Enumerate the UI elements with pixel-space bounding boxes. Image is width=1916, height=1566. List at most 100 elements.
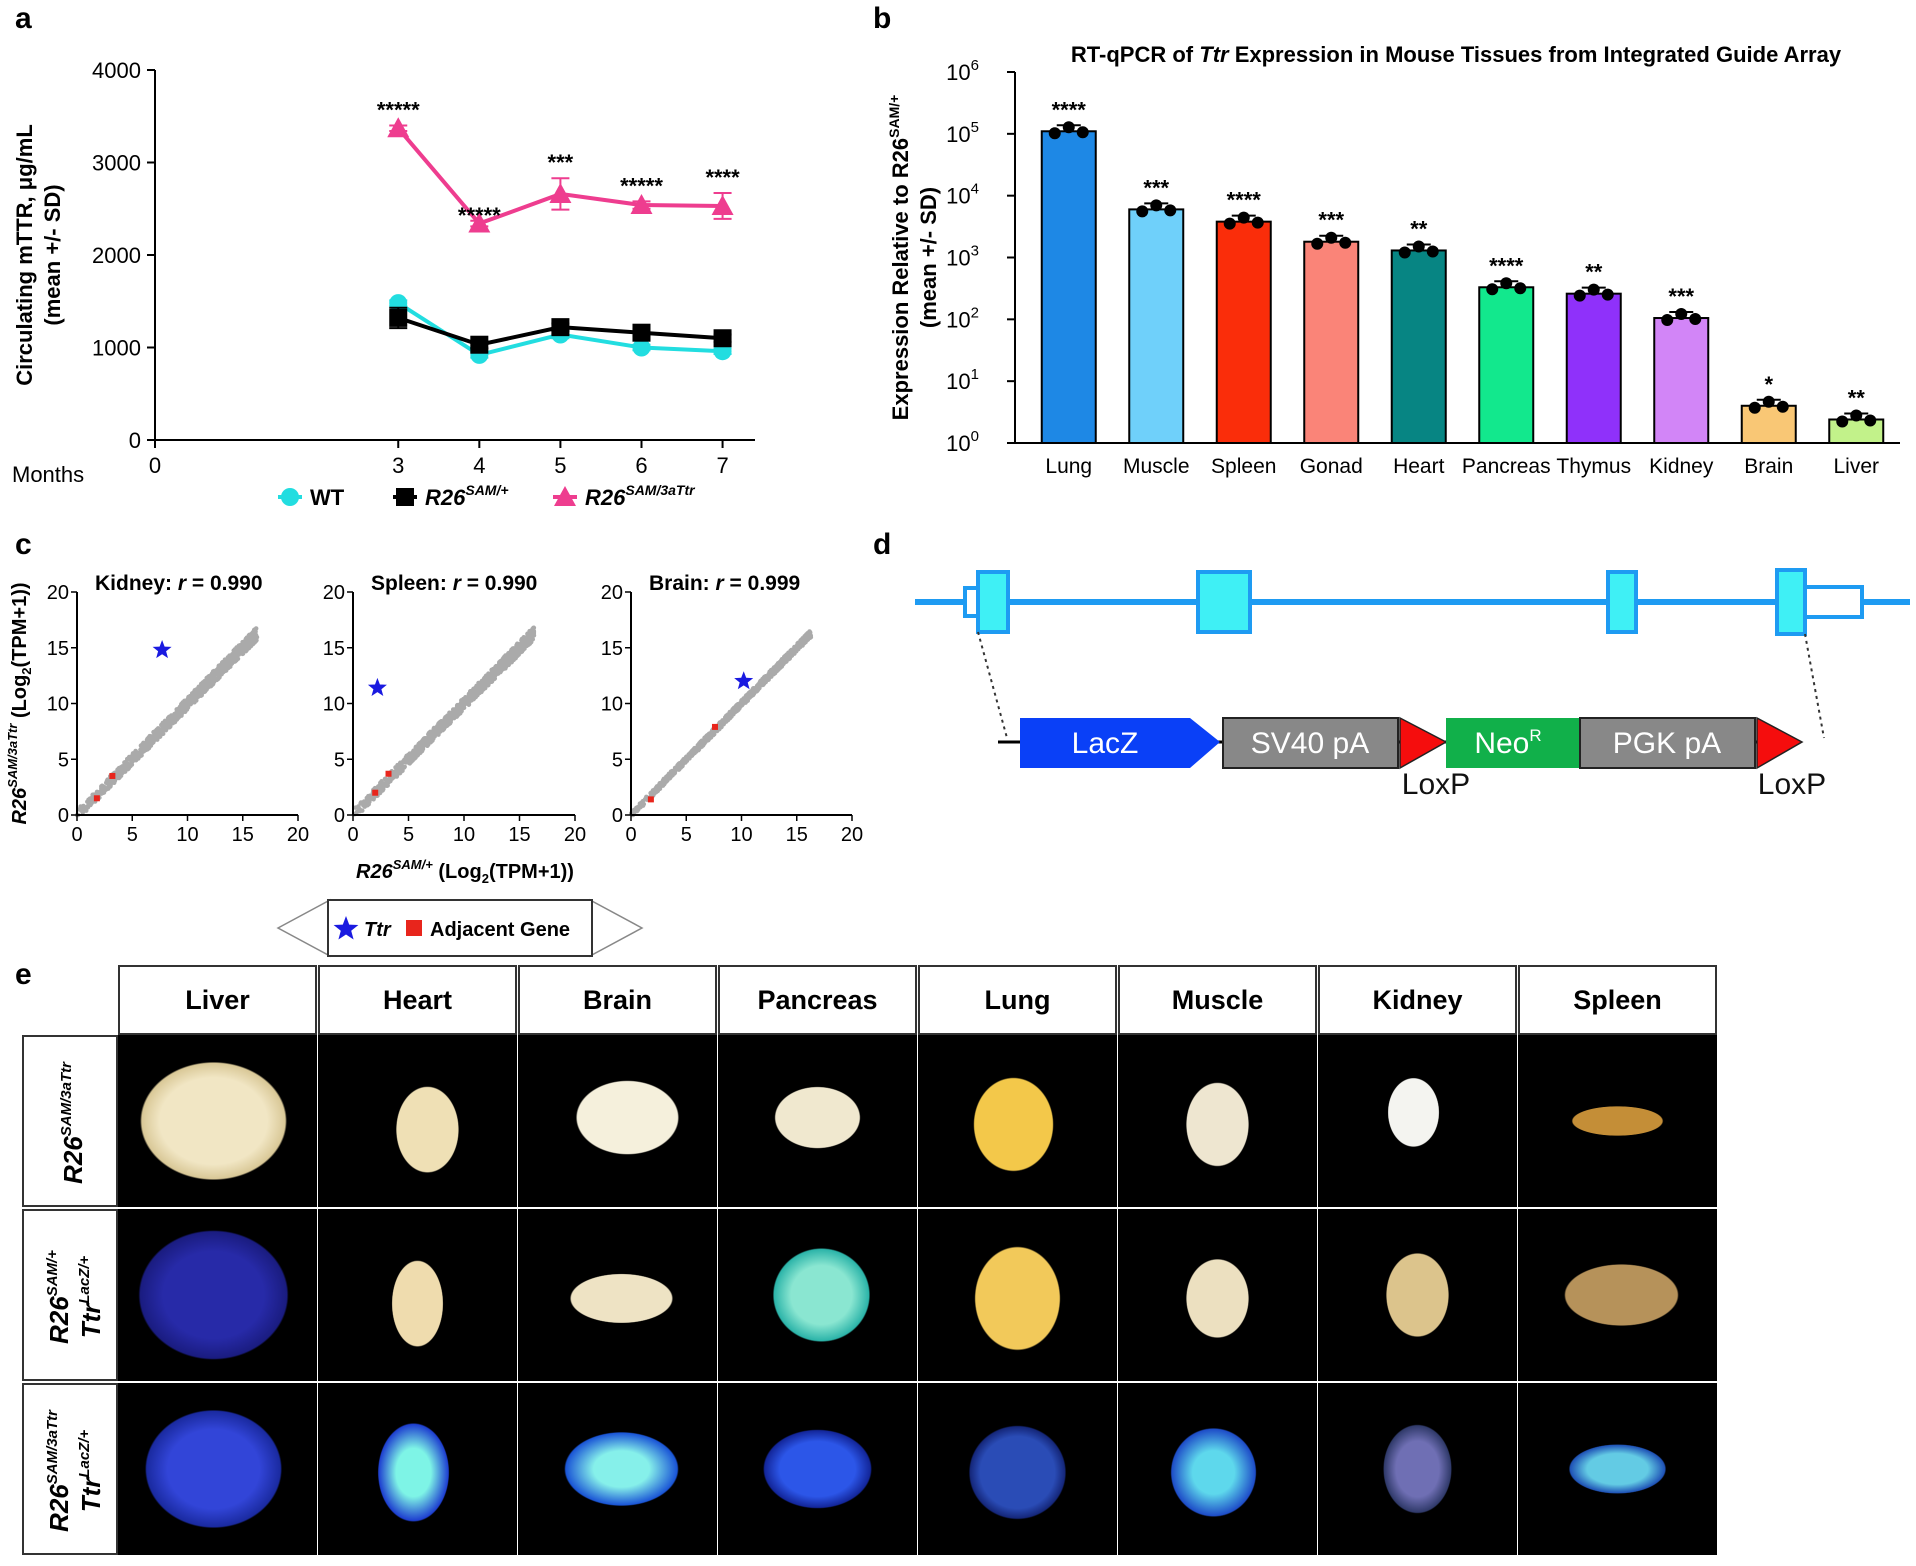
loxp-label-2: LoxP xyxy=(1758,768,1826,801)
row-label-line2-text: Ttr xyxy=(76,1302,106,1339)
y-tick-base: 10 xyxy=(946,307,970,332)
y-tick-label: 0 xyxy=(129,428,141,453)
legend-label: R26SAM/+ xyxy=(425,482,509,510)
exon-4 xyxy=(1775,568,1807,636)
legend-arrow-right xyxy=(589,898,644,958)
y-tick-label: 0 xyxy=(334,805,345,827)
row-label-line1-text: R26 xyxy=(44,1296,74,1344)
scatter-title: Spleen: r = 0.990 xyxy=(371,572,537,595)
y-tick-label: 100 xyxy=(946,428,979,456)
y-tick-exp: 4 xyxy=(971,181,979,198)
tissue-photo-lung xyxy=(918,1383,1117,1555)
replicate-dot xyxy=(1311,237,1324,250)
legend-marker xyxy=(281,488,299,506)
loxp-triangle-1 xyxy=(1399,716,1448,770)
replicate-dot xyxy=(1136,205,1149,218)
replicate-dot xyxy=(1661,314,1674,327)
replicate-dot xyxy=(1675,308,1688,321)
x-tick-label: 15 xyxy=(232,824,254,846)
y-axis-label-line1: Circulating mTTR, μg/mL xyxy=(12,124,37,386)
row-label-line1-sup: SAM/3aTtr xyxy=(44,1409,61,1484)
replicate-dot xyxy=(1339,236,1352,249)
significance-stars: ***** xyxy=(377,98,420,123)
tissue-photo-brain xyxy=(518,1383,717,1555)
column-header-pancreas: Pancreas xyxy=(718,965,917,1035)
category-label: Kidney xyxy=(1649,455,1714,478)
chart-title-gene: Ttr xyxy=(1199,42,1230,67)
row-label-line1-sup: SAM/+ xyxy=(44,1250,61,1297)
row-header-2: R26SAM/+ TtrLacZ/+ xyxy=(22,1209,118,1381)
replicate-dot xyxy=(1601,288,1614,301)
scatter-tissue: Brain: xyxy=(649,572,716,595)
lacz-label: LacZ xyxy=(1072,727,1139,760)
category-label: Spleen xyxy=(1211,455,1276,478)
loxp-label-1: LoxP xyxy=(1402,768,1470,801)
panel-letter-d: d xyxy=(873,528,892,561)
tissue-photo-lung xyxy=(918,1209,1117,1381)
category-label: Lung xyxy=(1045,455,1092,478)
tissue-photo-muscle xyxy=(1118,1383,1317,1555)
legend-star-icon xyxy=(333,916,359,940)
column-header-kidney: Kidney xyxy=(1318,965,1517,1035)
x-axis-label-sup: SAM/+ xyxy=(393,857,434,872)
replicate-dot xyxy=(1762,395,1775,408)
y-tick-label: 4000 xyxy=(92,58,141,83)
chart-title-post: Expression in Mouse Tissues from Integra… xyxy=(1229,42,1842,67)
pgk-box xyxy=(1579,717,1756,769)
column-header-brain: Brain xyxy=(518,965,717,1035)
category-label: Brain xyxy=(1744,455,1793,478)
y-tick-label: 15 xyxy=(323,638,345,660)
significance-stars: **** xyxy=(705,165,740,190)
adjacent-gene-point xyxy=(372,789,379,796)
category-label: Muscle xyxy=(1123,455,1190,478)
legend-label: R26SAM/3aTtr xyxy=(585,482,696,510)
x-axis-label: Months xyxy=(12,462,84,487)
panel-letter-e: e xyxy=(15,958,32,991)
significance-stars: *** xyxy=(1318,208,1344,233)
y-tick-label: 2000 xyxy=(92,243,141,268)
y-axis-label-sup: SAM/+ xyxy=(886,95,902,138)
scatter-title: Brain: r = 0.999 xyxy=(649,572,800,595)
y-axis-label-pre: R26 xyxy=(9,787,31,825)
x-tick-label: 5 xyxy=(127,824,138,846)
x-tick-label: 15 xyxy=(786,824,808,846)
x-tick-label: 10 xyxy=(453,824,475,846)
row-header-label-2: R26SAM/+TtrLacZ/+ xyxy=(44,1250,106,1344)
scatter-r-value: = 0.990 xyxy=(186,572,262,595)
tissue-photo-heart xyxy=(318,1035,517,1207)
replicate-dot xyxy=(1573,289,1586,302)
x-tick-label: 10 xyxy=(176,824,198,846)
pgk-label: PGK pA xyxy=(1613,727,1721,760)
replicate-dot xyxy=(1776,400,1789,413)
replicate-dot xyxy=(1748,401,1761,414)
y-tick-label: 0 xyxy=(612,805,623,827)
x-tick-label: 20 xyxy=(564,824,586,846)
sv40-label: SV40 pA xyxy=(1251,727,1369,760)
tissue-photo-liver xyxy=(118,1209,317,1381)
adjacent-gene-point xyxy=(385,770,392,777)
y-tick-label: 3000 xyxy=(92,151,141,176)
chart-title: RT-qPCR of Ttr Expression in Mouse Tissu… xyxy=(1071,42,1842,67)
legend-marker xyxy=(396,488,414,506)
x-tick-label: 0 xyxy=(71,824,82,846)
bar-muscle xyxy=(1128,208,1185,444)
scatter-r-value: = 0.990 xyxy=(461,572,537,595)
panel-d-construct-diagram: LacZ SV40 pA LoxP NeoR PGK pA LoxP xyxy=(915,568,1910,801)
tissue-photo-pancreas xyxy=(718,1383,917,1555)
tissue-photo-kidney xyxy=(1318,1383,1517,1555)
replicate-dot xyxy=(1850,409,1863,422)
category-label: Thymus xyxy=(1556,455,1631,478)
replicate-dot xyxy=(1223,217,1236,230)
y-axis-label-line1: Expression Relative to R26SAM/+ xyxy=(886,95,913,421)
bar-lung xyxy=(1040,130,1097,444)
row-label-line2-sup: LacZ/+ xyxy=(76,1429,93,1477)
exon-1 xyxy=(976,570,1010,634)
point-1 xyxy=(632,323,651,342)
x-tick-label: 5 xyxy=(554,453,566,478)
legend-sup: SAM/+ xyxy=(465,482,508,498)
significance-stars: * xyxy=(1764,372,1773,397)
bar-spleen xyxy=(1215,220,1272,444)
significance-stars: **** xyxy=(1489,253,1524,278)
category-label: Heart xyxy=(1393,455,1445,478)
